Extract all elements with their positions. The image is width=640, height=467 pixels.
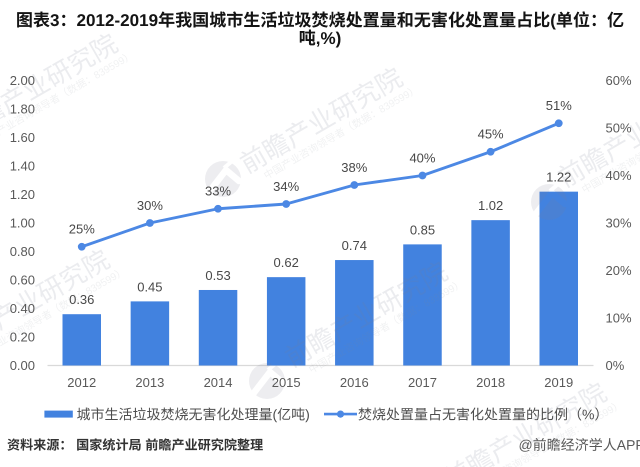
svg-text:10%: 10% (606, 311, 632, 326)
svg-text:40%: 40% (606, 168, 632, 183)
svg-text:2018: 2018 (476, 375, 505, 390)
svg-text:1.00: 1.00 (10, 216, 35, 231)
svg-text:0.40: 0.40 (10, 301, 35, 316)
svg-text:50%: 50% (606, 121, 632, 136)
svg-text:2012: 2012 (67, 375, 96, 390)
svg-text:34%: 34% (273, 179, 299, 194)
svg-text:0.20: 0.20 (10, 330, 35, 345)
svg-text:1.80: 1.80 (10, 102, 35, 117)
svg-text:0.85: 0.85 (410, 222, 435, 237)
svg-text:30%: 30% (137, 198, 163, 213)
svg-text:0.80: 0.80 (10, 244, 35, 259)
svg-text:60%: 60% (606, 73, 632, 88)
svg-text:0%: 0% (606, 358, 625, 373)
svg-text:1.60: 1.60 (10, 130, 35, 145)
svg-text:2.00: 2.00 (10, 73, 35, 88)
svg-text:1.40: 1.40 (10, 159, 35, 174)
svg-text:1.02: 1.02 (478, 198, 503, 213)
svg-text:0.60: 0.60 (10, 273, 35, 288)
svg-text:2016: 2016 (340, 375, 369, 390)
svg-text:25%: 25% (69, 222, 95, 237)
svg-text:2015: 2015 (272, 375, 301, 390)
svg-text:45%: 45% (478, 127, 504, 142)
svg-text:0.45: 0.45 (137, 279, 162, 294)
svg-text:0.74: 0.74 (342, 238, 367, 253)
svg-text:2013: 2013 (135, 375, 164, 390)
svg-text:2019: 2019 (544, 375, 573, 390)
svg-text:0.53: 0.53 (205, 268, 230, 283)
svg-text:0.62: 0.62 (274, 255, 299, 270)
svg-text:51%: 51% (546, 98, 572, 113)
svg-text:33%: 33% (205, 184, 231, 199)
svg-text:40%: 40% (409, 150, 435, 165)
svg-text:2014: 2014 (204, 375, 233, 390)
svg-text:0.00: 0.00 (10, 358, 35, 373)
svg-text:1.22: 1.22 (546, 170, 571, 185)
svg-text:30%: 30% (606, 216, 632, 231)
svg-text:1.20: 1.20 (10, 187, 35, 202)
svg-text:2017: 2017 (408, 375, 437, 390)
svg-text:38%: 38% (341, 160, 367, 175)
svg-text:20%: 20% (606, 263, 632, 278)
svg-text:0.36: 0.36 (69, 292, 94, 307)
